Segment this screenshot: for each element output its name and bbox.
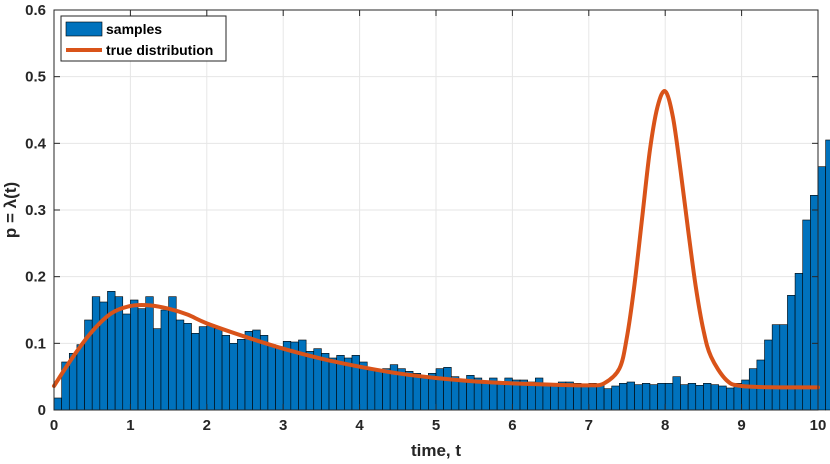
histogram-bar: [710, 384, 719, 411]
histogram-bar: [550, 384, 559, 411]
x-tick-label: 5: [432, 417, 440, 434]
histogram-bar: [779, 324, 788, 411]
x-tick-label: 10: [810, 417, 827, 434]
histogram-bar: [619, 383, 628, 411]
histogram-bar: [657, 383, 666, 411]
histogram-bar: [726, 387, 735, 411]
histogram-bar: [764, 339, 773, 411]
histogram-bar: [527, 381, 536, 411]
histogram-bar: [810, 195, 819, 411]
histogram-bar: [687, 383, 697, 411]
histogram-bar: [267, 344, 276, 411]
histogram-bar: [794, 273, 804, 411]
y-tick-label: 0.3: [25, 202, 46, 219]
histogram-bar: [145, 296, 154, 411]
histogram-bar: [137, 308, 146, 411]
histogram-bar: [298, 339, 307, 411]
histogram-bar: [53, 397, 62, 411]
histogram-bar: [305, 351, 315, 411]
histogram-bar: [244, 331, 253, 411]
histogram-bar: [626, 381, 635, 411]
histogram-bar: [596, 384, 605, 411]
y-tick-label: 0.1: [25, 335, 46, 352]
legend-swatch-samples: [65, 21, 103, 37]
histogram-bar: [603, 388, 613, 411]
histogram-bar: [206, 324, 215, 411]
histogram-bar: [153, 328, 162, 411]
histogram-bar: [748, 368, 758, 411]
x-axis-label: time, t: [411, 441, 461, 460]
histogram-bar: [634, 384, 643, 411]
x-tick-label: 7: [585, 417, 593, 434]
x-tick-label: 1: [126, 417, 134, 434]
histogram-bar: [664, 383, 674, 411]
x-tick-label: 3: [279, 417, 287, 434]
histogram-bar: [237, 339, 246, 411]
true-distribution-line: [52, 89, 820, 390]
histogram-bar: [641, 383, 651, 411]
histogram-bar: [259, 335, 269, 411]
histogram-bar: [443, 367, 452, 411]
x-tick-label: 0: [50, 417, 58, 434]
histogram-bar: [160, 309, 169, 411]
histogram-bar: [672, 376, 681, 411]
x-tick-label: 9: [737, 417, 745, 434]
histogram-bar: [412, 373, 422, 411]
legend-label-true-distribution: true distribution: [106, 42, 213, 58]
histogram-bar: [680, 384, 689, 411]
legend-label-samples: samples: [106, 21, 162, 37]
histogram-bar: [787, 295, 796, 411]
y-tick-label: 0: [38, 402, 46, 419]
histogram-bar: [91, 296, 101, 411]
axis-ticks: 0 1 2 3 4 5 6 7 8 9 10 0 0.1 0.2 0.3 0.4 0.5 0.6: [25, 2, 826, 434]
histogram-bar: [703, 383, 712, 411]
histogram-bar: [191, 333, 200, 411]
histogram-bar: [588, 383, 597, 411]
histogram-bar: [214, 328, 223, 411]
histogram-bar: [542, 383, 551, 411]
histogram-bar: [328, 357, 337, 411]
histogram-bar: [481, 381, 490, 411]
y-tick-label: 0.4: [25, 135, 47, 152]
histogram-bar: [580, 384, 590, 411]
x-tick-label: 8: [661, 417, 669, 434]
histogram-bar: [114, 296, 124, 411]
histogram-bar: [825, 139, 830, 411]
y-tick-label: 0.2: [25, 269, 46, 286]
histogram-bar: [802, 219, 811, 411]
x-tick-label: 2: [203, 417, 211, 434]
histogram-bar: [771, 324, 781, 411]
histogram-bar: [649, 384, 658, 411]
y-tick-label: 0.5: [25, 69, 46, 86]
histogram-bar: [366, 369, 376, 411]
histogram-bar: [695, 385, 704, 411]
histogram-bar: [435, 368, 444, 411]
histogram-bar: [130, 299, 139, 411]
histogram-bar: [275, 346, 284, 411]
histogram-bar: [382, 368, 391, 411]
x-tick-label: 6: [508, 417, 516, 434]
histogram-bar: [122, 313, 131, 411]
histogram-bar: [496, 381, 506, 411]
histogram-bar: [611, 385, 620, 411]
histogram-bar: [374, 369, 383, 411]
legend: samples true distribution: [60, 15, 227, 62]
histogram-bar: [817, 166, 826, 411]
histogram-bar: [198, 326, 208, 411]
samples-bars: [53, 139, 830, 411]
histogram-bar: [221, 335, 231, 411]
histogram-bar: [107, 291, 116, 411]
histogram-bar: [168, 296, 177, 411]
y-tick-label: 0.6: [25, 2, 46, 19]
histogram-bar: [76, 344, 85, 411]
histogram-bar: [458, 379, 467, 411]
x-tick-label: 4: [355, 417, 364, 434]
histogram-bar: [183, 323, 192, 411]
y-axis-label: p = λ(t): [1, 182, 20, 238]
histogram-bar: [229, 343, 238, 411]
histogram-bar: [420, 377, 429, 411]
histogram-bar: [718, 385, 727, 411]
histogram-bar: [175, 319, 185, 411]
